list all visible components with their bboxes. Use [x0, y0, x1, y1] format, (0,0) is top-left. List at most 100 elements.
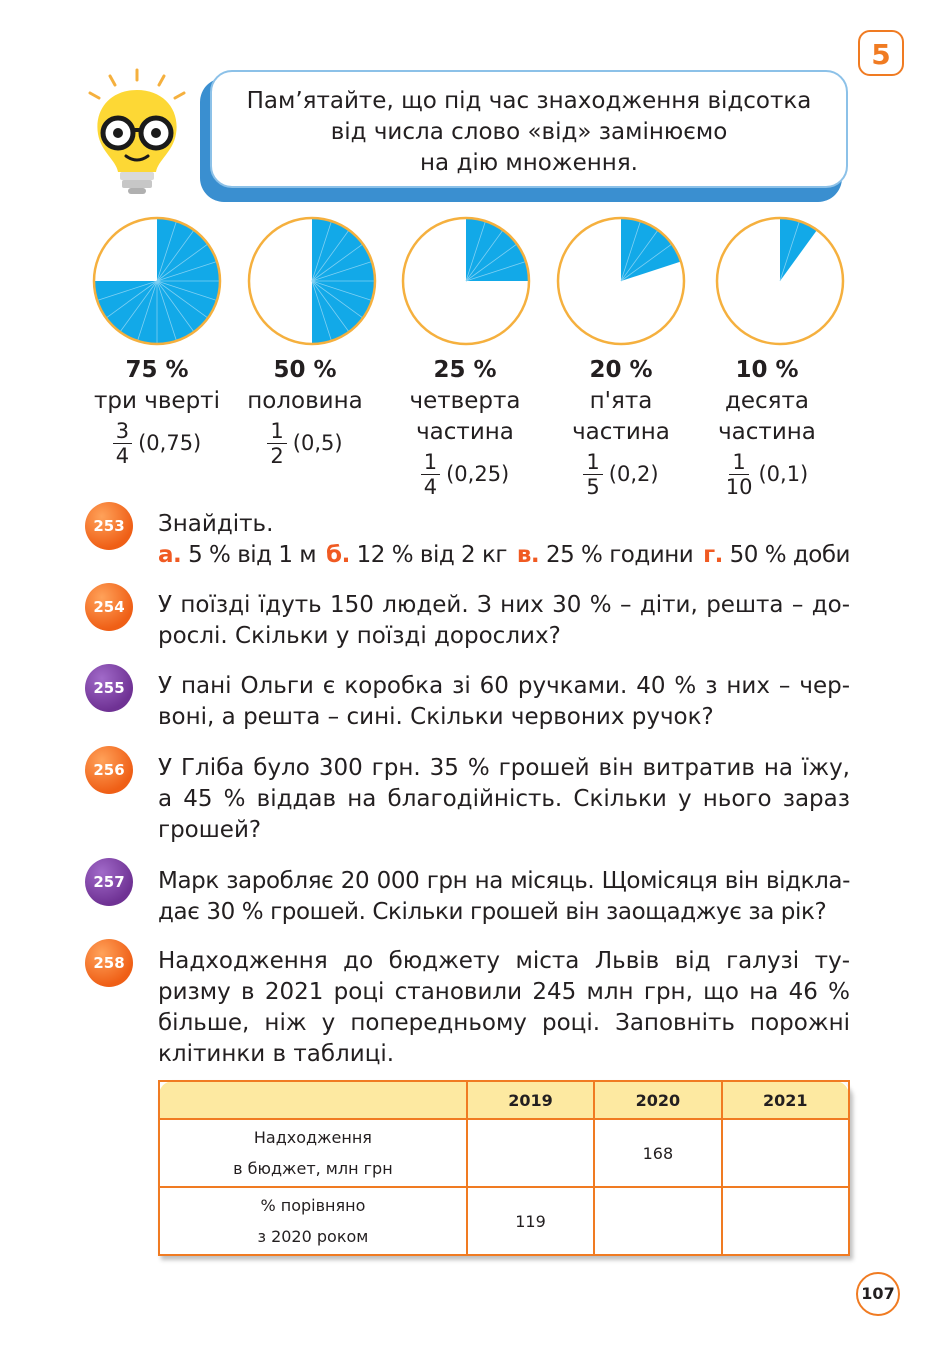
task-line: ризму в 2021 році становили 245 млн грн,… — [158, 979, 850, 1005]
fraction: 1 10 — [726, 450, 753, 499]
task-257: Марк заробляє 20 000 грн на місяць. Щомі… — [158, 866, 850, 928]
table-cell — [465, 1118, 596, 1188]
pie-division-line — [119, 280, 158, 333]
pie-division-line — [779, 220, 800, 282]
fraction-words: десята — [724, 388, 810, 414]
pie-division-line — [311, 280, 373, 301]
numerator: 3 — [112, 419, 133, 444]
numerator: 1 — [583, 450, 603, 475]
pie-outline — [401, 216, 531, 346]
note-line: Пам’ятайте, що під час знаходження відсо… — [246, 88, 812, 114]
table-cell — [593, 1186, 723, 1256]
decimal-value: (0,1) — [758, 462, 809, 486]
task-line: Надходження до бюджету міста Львів від г… — [158, 948, 850, 974]
page-number: 107 — [856, 1272, 900, 1316]
item-label: б. — [326, 542, 350, 568]
pie-chart-75 — [92, 216, 222, 346]
pie-division-line — [620, 243, 673, 282]
pie-division-line — [465, 220, 486, 282]
task-line: У пані Ольги є коробка зі 60 ручками. 40… — [158, 673, 850, 699]
pie-division-line — [620, 220, 641, 282]
task-258: Надходження до бюджету міста Львів від г… — [158, 946, 850, 1070]
row-label-line: з 2020 роком — [257, 1227, 369, 1246]
task-line: рослі. Скільки у поїзді дорослих? — [158, 623, 561, 649]
pie-division-line — [311, 229, 350, 282]
task-line: дає 30 % грошей. Скільки грошей він заощ… — [158, 899, 827, 925]
table-header-cell — [158, 1080, 468, 1120]
fraction-words: три чверті — [94, 388, 220, 414]
denominator: 10 — [725, 475, 753, 499]
denominator: 4 — [115, 444, 130, 468]
item-text: 25 % години — [545, 542, 694, 568]
table-cell: 168 — [593, 1118, 723, 1188]
pie-chart-20 — [556, 216, 686, 346]
note-line: на дію множення. — [420, 150, 638, 176]
pie-division-line — [311, 280, 364, 319]
task-253: Знайдіть. а. 5 % від 1 м б. 12 % від 2 к… — [158, 509, 851, 571]
pie-division-line — [156, 280, 209, 319]
task-line: більше, ніж у попередньому році. Заповні… — [158, 1010, 850, 1036]
numerator: 1 — [267, 419, 287, 444]
pie-division-line — [156, 229, 195, 282]
row-label-line: в бюджет, млн грн — [233, 1159, 393, 1178]
budget-table-wrap: 2019 2020 2021 Надходження в бюджет, млн… — [158, 1080, 851, 1256]
item-label: г. — [703, 542, 723, 568]
task-number-badge: 254 — [85, 583, 133, 631]
pie-division-line — [156, 220, 177, 282]
task-items: а. 5 % від 1 м б. 12 % від 2 кг в. 25 % … — [158, 540, 851, 571]
denominator: 5 — [586, 475, 600, 499]
task-line: а 45 % віддав на благодійність. Скільки … — [158, 786, 850, 812]
task-number-badge: 257 — [85, 858, 133, 906]
pie-outline — [92, 216, 222, 346]
task-line: Марк заробляє 20 000 грн на місяць. Щомі… — [158, 868, 850, 894]
percent-label: 10 % — [735, 357, 799, 383]
table-header-cell: 2020 — [593, 1080, 723, 1120]
percent-label: 20 % — [589, 357, 653, 383]
task-254: У поїзді їдуть 150 людей. З них 30 % – д… — [158, 590, 850, 652]
task-number-badge: 258 — [85, 939, 133, 987]
pie-division-line — [620, 229, 659, 282]
task-line: У поїзді їдуть 150 людей. З них 30 % – д… — [158, 592, 850, 618]
pie-division-line — [156, 280, 195, 333]
pie-chart-10 — [715, 216, 845, 346]
fraction-row: 1 10 (0,1) — [692, 450, 842, 499]
item-text: 12 % від 2 кг — [356, 542, 508, 568]
numerator: 1 — [729, 450, 749, 475]
task-line: клітинки в таблиці. — [158, 1041, 395, 1067]
pie-chart-25 — [401, 216, 531, 346]
pie-division-line — [311, 220, 332, 282]
decimal-value: (0,25) — [446, 462, 510, 486]
fraction-words: частина — [718, 419, 816, 445]
task-256: У Гліба було 300 грн. 35 % грошей він ви… — [158, 753, 850, 846]
row-label: Надходження в бюджет, млн грн — [158, 1118, 468, 1188]
task-number-badge: 256 — [85, 746, 133, 794]
decimal-value: (0,2) — [608, 462, 659, 486]
pie-outline — [715, 216, 845, 346]
task-line: воні, а решта – сині. Скільки червоних р… — [158, 704, 714, 730]
pie-division-line — [156, 280, 218, 301]
budget-table: 2019 2020 2021 Надходження в бюджет, млн… — [158, 1080, 851, 1256]
table-row: % порівняно з 2020 роком 119 — [158, 1186, 851, 1256]
item-label: а. — [158, 542, 182, 568]
task-title: Знайдіть. — [158, 511, 274, 537]
pie-division-line — [137, 280, 158, 342]
task-line: У Гліба було 300 грн. 35 % грошей він ви… — [158, 755, 850, 781]
pie-division-line — [96, 280, 158, 301]
item-text: 50 % доби — [729, 542, 851, 568]
task-number-badge: 253 — [85, 502, 133, 550]
pie-division-line — [156, 261, 218, 282]
task-item: в. 25 % години — [517, 540, 694, 571]
task-item: а. 5 % від 1 м — [158, 540, 317, 571]
pie-division-line — [156, 243, 209, 282]
fraction-words: п'ята — [589, 388, 653, 414]
task-line: грошей? — [158, 817, 262, 843]
row-label: % порівняно з 2020 роком — [158, 1186, 468, 1256]
